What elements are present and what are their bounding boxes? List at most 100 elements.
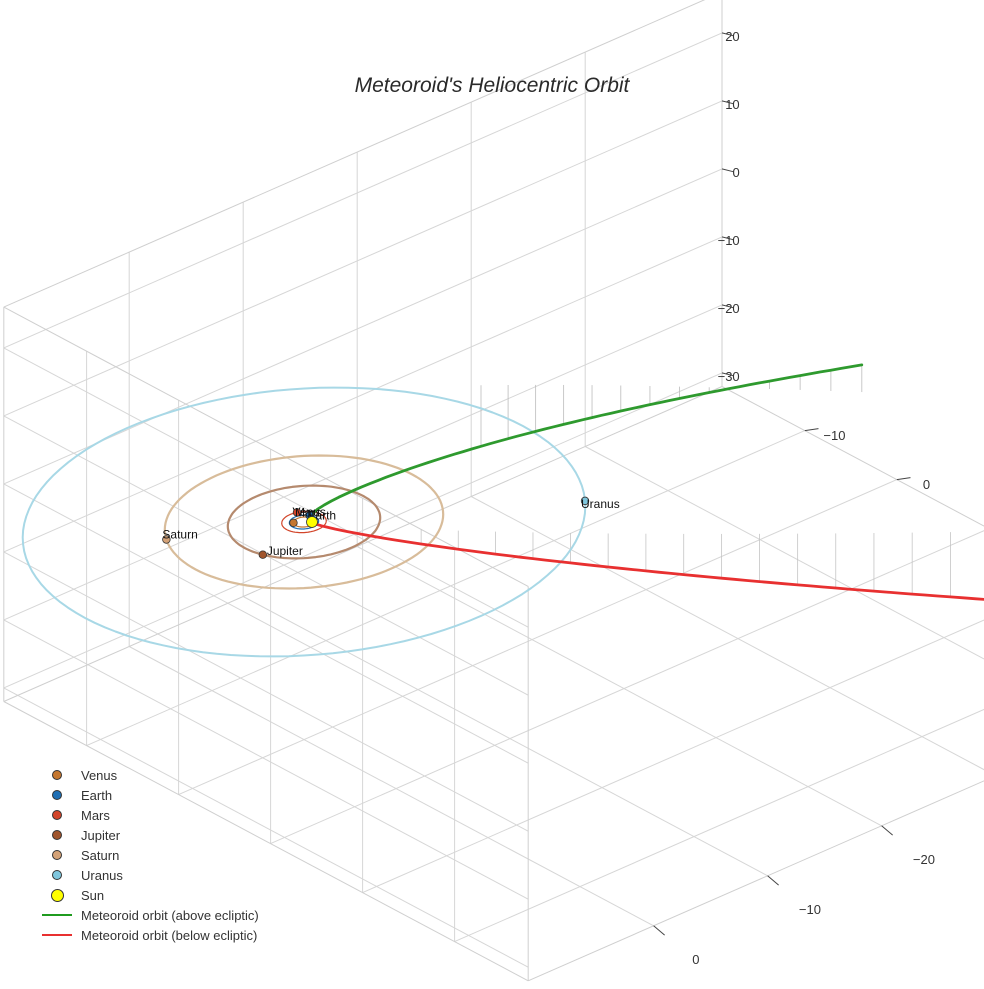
legend-label: Uranus bbox=[81, 867, 123, 883]
legend-label: Earth bbox=[81, 787, 113, 803]
z-tick-mark bbox=[721, 168, 734, 173]
sun-marker bbox=[306, 516, 318, 528]
grid-line bbox=[3, 483, 529, 764]
legend-line-swatch bbox=[42, 934, 72, 936]
grid-line bbox=[128, 646, 654, 927]
grid-line bbox=[270, 530, 984, 845]
legend-dot-swatch bbox=[52, 810, 62, 820]
grid-line bbox=[3, 347, 529, 628]
z-tick-label: 20 bbox=[725, 29, 739, 44]
grid-lines bbox=[3, 0, 984, 982]
legend-symbol bbox=[40, 905, 74, 925]
legend-item[interactable]: Sun bbox=[40, 885, 259, 905]
legend-sun-swatch bbox=[50, 888, 64, 902]
z-tick-label: −20 bbox=[718, 301, 740, 316]
planet-uranus bbox=[580, 496, 590, 506]
box-edge bbox=[3, 386, 723, 702]
legend-dot-swatch bbox=[52, 790, 62, 800]
z-tick-label: 0 bbox=[732, 165, 739, 180]
z-tick-mark bbox=[721, 32, 734, 37]
legend-item[interactable]: Uranus bbox=[40, 865, 259, 885]
planet-saturn bbox=[162, 535, 171, 544]
legend-symbol bbox=[40, 765, 74, 785]
legend-item[interactable]: Meteoroid orbit (above ecliptic) bbox=[40, 905, 259, 925]
orbit-mars bbox=[281, 510, 327, 534]
y-tick-label: −10 bbox=[799, 902, 821, 917]
grid-line bbox=[3, 619, 529, 900]
grid-line bbox=[178, 479, 898, 796]
z-tick-mark bbox=[721, 100, 734, 105]
grid-line bbox=[584, 446, 984, 660]
legend-item[interactable]: Saturn bbox=[40, 845, 259, 865]
legend-label: Meteoroid orbit (below ecliptic) bbox=[81, 927, 258, 943]
y-tick-label: −20 bbox=[913, 852, 935, 867]
planet-mars bbox=[292, 508, 302, 517]
meteoroid-trajectory bbox=[309, 363, 984, 601]
legend-item[interactable]: Earth bbox=[40, 785, 259, 805]
grid-line bbox=[362, 619, 984, 894]
box-edge bbox=[721, 386, 984, 527]
planet-orbits bbox=[21, 386, 587, 658]
legend-item[interactable]: Meteoroid orbit (below ecliptic) bbox=[40, 925, 259, 945]
x-tick-label: 0 bbox=[923, 477, 930, 492]
legend-item[interactable]: Mars bbox=[40, 805, 259, 825]
legend-symbol bbox=[40, 825, 74, 845]
trajectory-above-ecliptic bbox=[309, 363, 864, 517]
box-edge bbox=[527, 780, 984, 982]
legend-symbol bbox=[40, 865, 74, 885]
planet-label-saturn: Saturn bbox=[162, 528, 197, 542]
legend-symbol bbox=[40, 925, 74, 945]
orbit-uranus bbox=[21, 386, 587, 658]
legend-label: Saturn bbox=[81, 847, 120, 863]
y-tick-mark bbox=[653, 925, 665, 936]
planet-jupiter bbox=[258, 550, 268, 559]
z-tick-label: −30 bbox=[718, 369, 740, 384]
y-tick-mark bbox=[881, 825, 893, 836]
legend-label: Venus bbox=[81, 767, 118, 783]
grid-line bbox=[3, 32, 723, 349]
grid-line bbox=[3, 551, 529, 832]
orbit-saturn bbox=[163, 454, 445, 590]
grid-line bbox=[86, 430, 806, 747]
grid-line bbox=[3, 304, 723, 621]
legend-item[interactable]: Venus bbox=[40, 765, 259, 785]
trajectory-below-ecliptic bbox=[309, 521, 984, 601]
x-tick-mark bbox=[896, 477, 911, 481]
grid-line bbox=[242, 596, 768, 877]
planet-label-uranus: Uranus bbox=[581, 497, 620, 511]
grid-line bbox=[454, 708, 984, 943]
legend-label: Meteoroid orbit (above ecliptic) bbox=[81, 907, 259, 923]
grid-line bbox=[470, 496, 984, 771]
chart-title: Meteoroid's Heliocentric Orbit bbox=[354, 74, 630, 97]
box-edge bbox=[3, 701, 529, 982]
legend-dot-swatch bbox=[52, 830, 62, 840]
legend-dot-swatch bbox=[52, 870, 62, 880]
legend[interactable]: Venus Earth Mars Jupiter Saturn Uranus Sun Mete… bbox=[40, 765, 259, 945]
planet-label-jupiter: Jupiter bbox=[267, 544, 303, 558]
legend-label: Mars bbox=[81, 807, 110, 823]
planet-label-mars: Mars bbox=[295, 506, 322, 520]
legend-symbol bbox=[40, 805, 74, 825]
z-tick-mark bbox=[721, 236, 734, 241]
box-edge bbox=[3, 306, 529, 587]
x-tick-label: −10 bbox=[823, 428, 845, 443]
box-edge bbox=[3, 0, 706, 308]
legend-label: Sun bbox=[81, 887, 105, 903]
legend-symbol bbox=[40, 885, 74, 905]
z-tick-label: −10 bbox=[718, 233, 740, 248]
z-tick-label: 10 bbox=[725, 97, 739, 112]
x-tick-mark bbox=[804, 428, 819, 432]
z-tick-mark bbox=[721, 372, 734, 377]
legend-symbol bbox=[40, 845, 74, 865]
orbit-jupiter bbox=[226, 484, 382, 560]
legend-item[interactable]: Jupiter bbox=[40, 825, 259, 845]
grid-line bbox=[356, 546, 882, 827]
legend-dot-swatch bbox=[52, 770, 62, 780]
legend-line-swatch bbox=[42, 914, 72, 916]
planet-venus bbox=[289, 518, 298, 528]
grid-line bbox=[3, 236, 723, 553]
